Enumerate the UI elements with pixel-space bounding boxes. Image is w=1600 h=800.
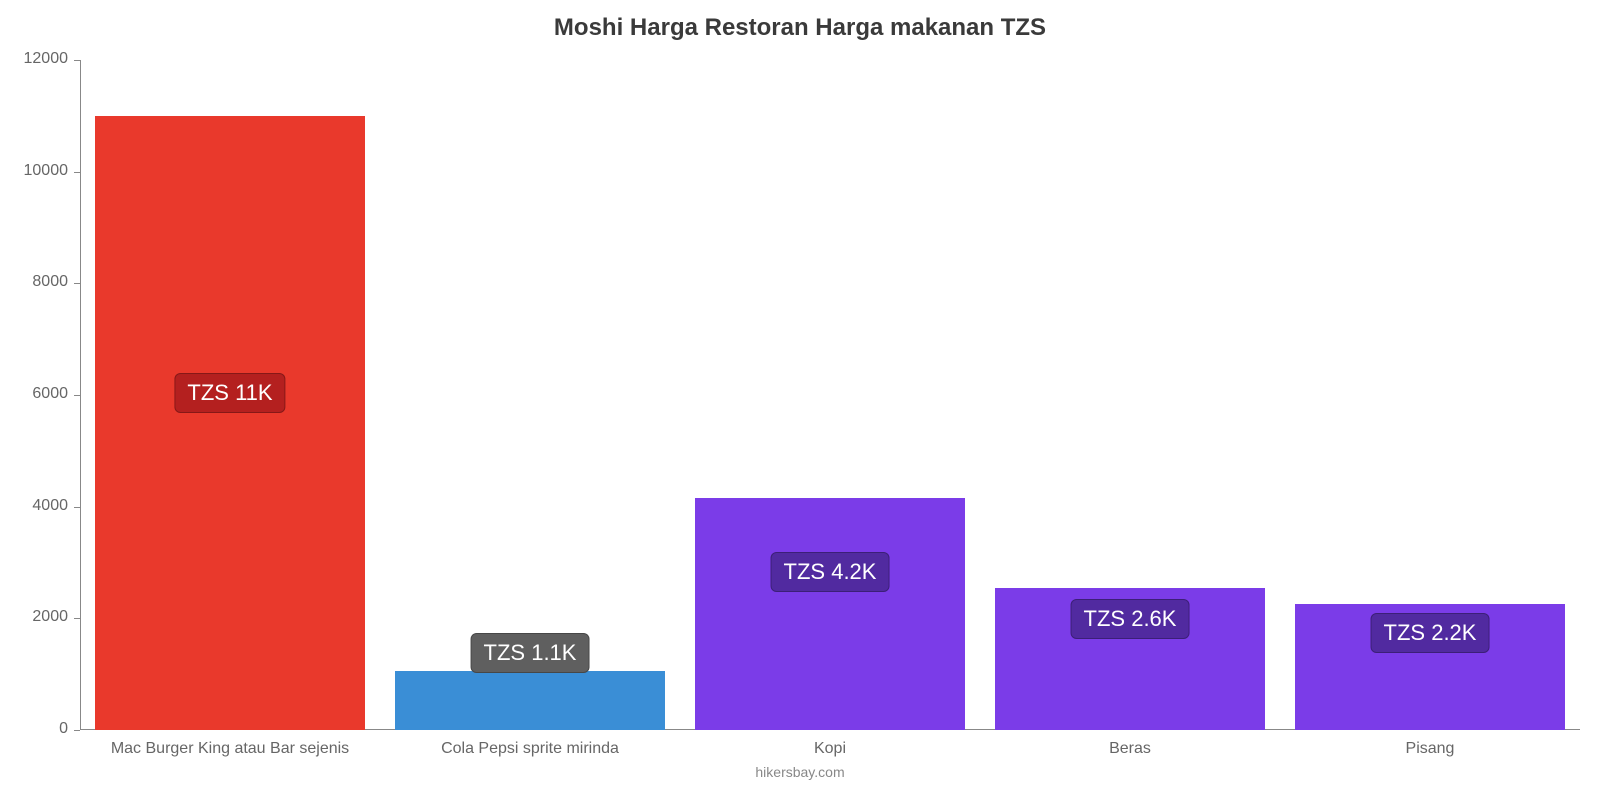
bar-value-label: TZS 2.2K	[1371, 613, 1490, 653]
y-tick-label: 2000	[8, 608, 68, 626]
chart-title: Moshi Harga Restoran Harga makanan TZS	[0, 14, 1600, 42]
x-tick-label: Kopi	[680, 740, 980, 758]
y-tick-label: 8000	[8, 273, 68, 291]
y-tick-label: 6000	[8, 385, 68, 403]
x-tick-label: Pisang	[1280, 740, 1580, 758]
bar	[395, 671, 665, 730]
chart-container: Moshi Harga Restoran Harga makanan TZS 0…	[0, 0, 1600, 800]
y-tick-mark	[74, 395, 80, 396]
y-tick-label: 0	[8, 720, 68, 738]
y-tick-mark	[74, 172, 80, 173]
y-tick-mark	[74, 60, 80, 61]
bar-value-label: TZS 2.6K	[1071, 599, 1190, 639]
y-tick-mark	[74, 507, 80, 508]
y-tick-label: 12000	[8, 50, 68, 68]
plot-area: 020004000600080001000012000Mac Burger Ki…	[80, 60, 1580, 730]
y-tick-label: 4000	[8, 497, 68, 515]
x-tick-label: Cola Pepsi sprite mirinda	[380, 740, 680, 758]
attribution-text: hikersbay.com	[0, 764, 1600, 780]
y-tick-mark	[74, 618, 80, 619]
x-tick-label: Mac Burger King atau Bar sejenis	[80, 740, 380, 758]
y-axis-line	[80, 60, 81, 730]
x-tick-label: Beras	[980, 740, 1280, 758]
bar	[695, 498, 965, 730]
bar	[95, 116, 365, 730]
y-tick-mark	[74, 283, 80, 284]
y-tick-label: 10000	[8, 162, 68, 180]
bar-value-label: TZS 1.1K	[471, 633, 590, 673]
bar-value-label: TZS 11K	[174, 373, 285, 413]
y-tick-mark	[74, 730, 80, 731]
bar-value-label: TZS 4.2K	[771, 552, 890, 592]
